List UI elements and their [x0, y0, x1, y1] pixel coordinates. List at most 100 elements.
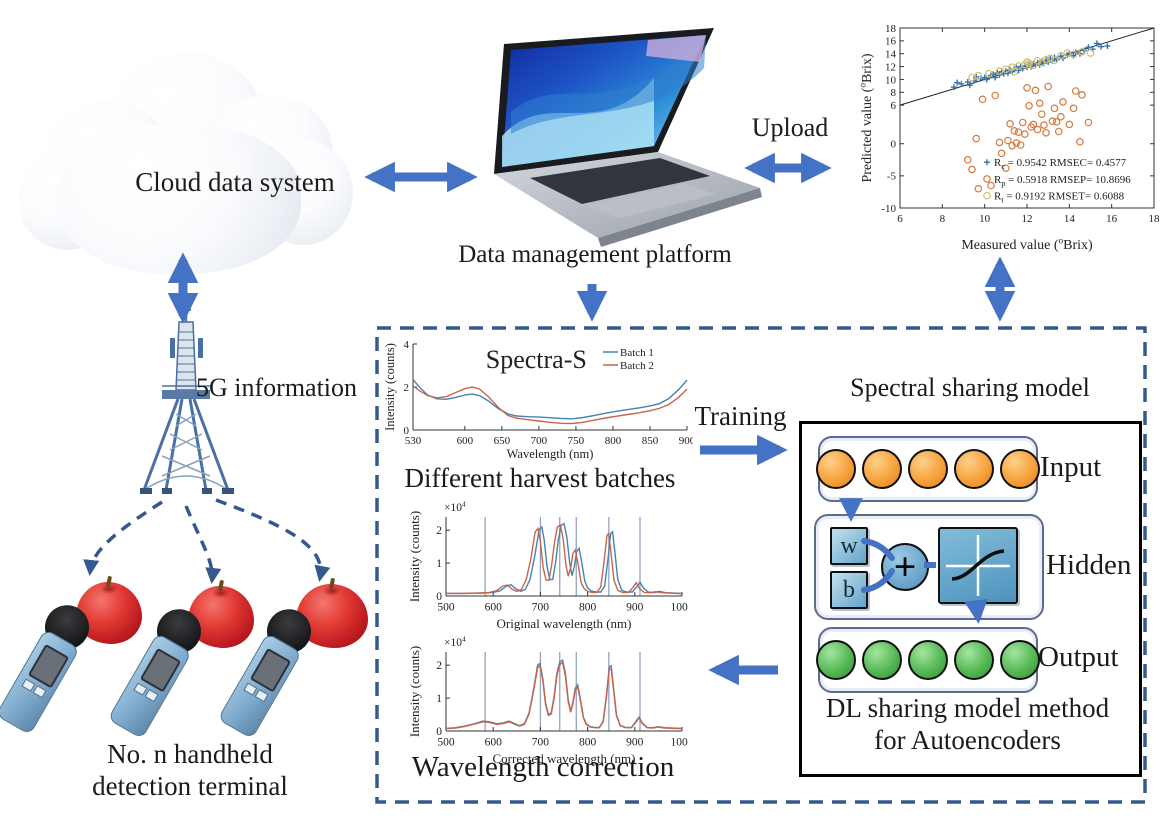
sum-node: + — [881, 543, 929, 591]
svg-text:Rt = 0.9192 RMSET= 0.6088: Rt = 0.9192 RMSET= 0.6088 — [994, 191, 1125, 205]
input-label: Input — [1040, 451, 1102, 483]
svg-text:12: 12 — [885, 61, 896, 73]
svg-text:800: 800 — [579, 602, 597, 614]
svg-text:800: 800 — [605, 435, 622, 447]
svg-text:18: 18 — [885, 23, 897, 35]
batches-label: Different harvest batches — [404, 463, 676, 493]
svg-text:2: 2 — [436, 525, 442, 537]
laptop-keyboard — [530, 158, 710, 204]
tower-terminal2-arrow — [184, 505, 222, 585]
input-layer-pill — [816, 436, 1040, 502]
svg-text:Predicted value (oBrix): Predicted value (oBrix) — [860, 53, 875, 182]
wallpaper-swoosh — [502, 78, 654, 167]
svg-text:4: 4 — [404, 339, 410, 351]
svg-text:1: 1 — [436, 558, 442, 570]
svg-text:8: 8 — [891, 87, 897, 99]
svg-text:1: 1 — [436, 693, 442, 705]
weight-box: w — [830, 527, 868, 565]
svg-text:0: 0 — [436, 726, 442, 738]
terminal-3 — [217, 577, 372, 752]
tower-terminal1-arrow — [83, 500, 163, 577]
svg-text:650: 650 — [494, 435, 511, 447]
svg-text:×104: ×104 — [444, 500, 466, 514]
svg-text:Spectra-S: Spectra-S — [486, 345, 587, 374]
corrected-wavelength-chart: 5006007008009001000012Corrected waveleng… — [407, 632, 694, 769]
green-node — [954, 640, 994, 680]
laptop-base-edge — [598, 188, 762, 247]
svg-text:500: 500 — [437, 737, 455, 749]
device-screen — [249, 647, 292, 693]
model-title: Spectral sharing model — [850, 373, 1090, 402]
green-node — [862, 640, 902, 680]
orange-node — [954, 449, 994, 489]
svg-text:0: 0 — [436, 591, 442, 603]
svg-text:900: 900 — [679, 435, 693, 447]
terminal-1 — [0, 575, 150, 750]
svg-text:×104: ×104 — [444, 635, 466, 649]
green-node — [908, 640, 948, 680]
output-nodes — [816, 640, 1040, 680]
svg-text:700: 700 — [532, 602, 550, 614]
svg-text:10: 10 — [885, 74, 897, 86]
svg-text:14: 14 — [885, 49, 897, 61]
orange-node — [862, 449, 902, 489]
device-screen — [139, 647, 182, 693]
terminal-label: No. n handheld detection terminal — [45, 738, 335, 803]
svg-text:600: 600 — [485, 602, 503, 614]
cloud-puff — [56, 124, 301, 274]
svg-text:16: 16 — [885, 36, 897, 48]
activation-box — [938, 527, 1018, 604]
wallpaper-wave — [511, 35, 706, 134]
fiveg-label: 5G information — [196, 373, 358, 402]
orange-node — [1000, 449, 1040, 489]
laptop-graphic — [494, 28, 762, 247]
series-batch-a — [446, 522, 683, 595]
svg-text:Intensity (counts): Intensity (counts) — [408, 646, 422, 737]
device-body — [0, 628, 81, 736]
input-nodes — [816, 449, 1040, 489]
series-batch-b — [445, 661, 683, 730]
correction-label: Wavelength correction — [411, 751, 675, 783]
series-prediction — [963, 82, 1093, 193]
prediction-scatter-chart: 6 8 10 12 14 16 18 18 16 14 12 10 8 6 0 -5 -10 Rc = 0.954… — [858, 16, 1164, 256]
tower-braces — [143, 413, 229, 491]
svg-text:14: 14 — [1064, 213, 1076, 225]
svg-text:0: 0 — [891, 139, 897, 151]
terminal-label-line2: detection terminal — [92, 771, 288, 802]
training-label: Training — [694, 401, 787, 431]
device-screen — [27, 643, 70, 689]
bias-box: b — [830, 571, 868, 609]
output-label: Output — [1038, 641, 1119, 673]
corrected-svg: 5006007008009001000012Corrected waveleng… — [407, 635, 694, 766]
svg-text:6: 6 — [891, 100, 897, 112]
svg-text:700: 700 — [531, 435, 548, 447]
svg-text:850: 850 — [642, 435, 659, 447]
output-layer-pill — [816, 627, 1040, 693]
tower-panel — [170, 338, 175, 358]
svg-text:Original wavelength (nm): Original wavelength (nm) — [496, 616, 631, 631]
svg-text:16: 16 — [1106, 213, 1118, 225]
tower-platform — [162, 390, 210, 399]
svg-text:6: 6 — [897, 213, 903, 225]
terminal-label-line1: No. n handheld — [107, 739, 273, 769]
svg-text:2: 2 — [404, 382, 410, 394]
svg-text:600: 600 — [457, 435, 474, 447]
terminal-2 — [107, 579, 262, 754]
series-batch-1 — [412, 379, 688, 420]
svg-text:900: 900 — [626, 737, 644, 749]
platform-label: Data management platform — [458, 241, 732, 268]
cloud-graphic — [18, 52, 358, 287]
series-test — [968, 47, 1095, 82]
tower-panel — [198, 338, 203, 358]
svg-text:750: 750 — [568, 435, 585, 447]
svg-text:Intensity (counts): Intensity (counts) — [383, 343, 397, 431]
svg-text:500: 500 — [437, 602, 455, 614]
dl-method-line2: for Autoencoders — [874, 725, 1061, 756]
svg-text:700: 700 — [532, 737, 550, 749]
